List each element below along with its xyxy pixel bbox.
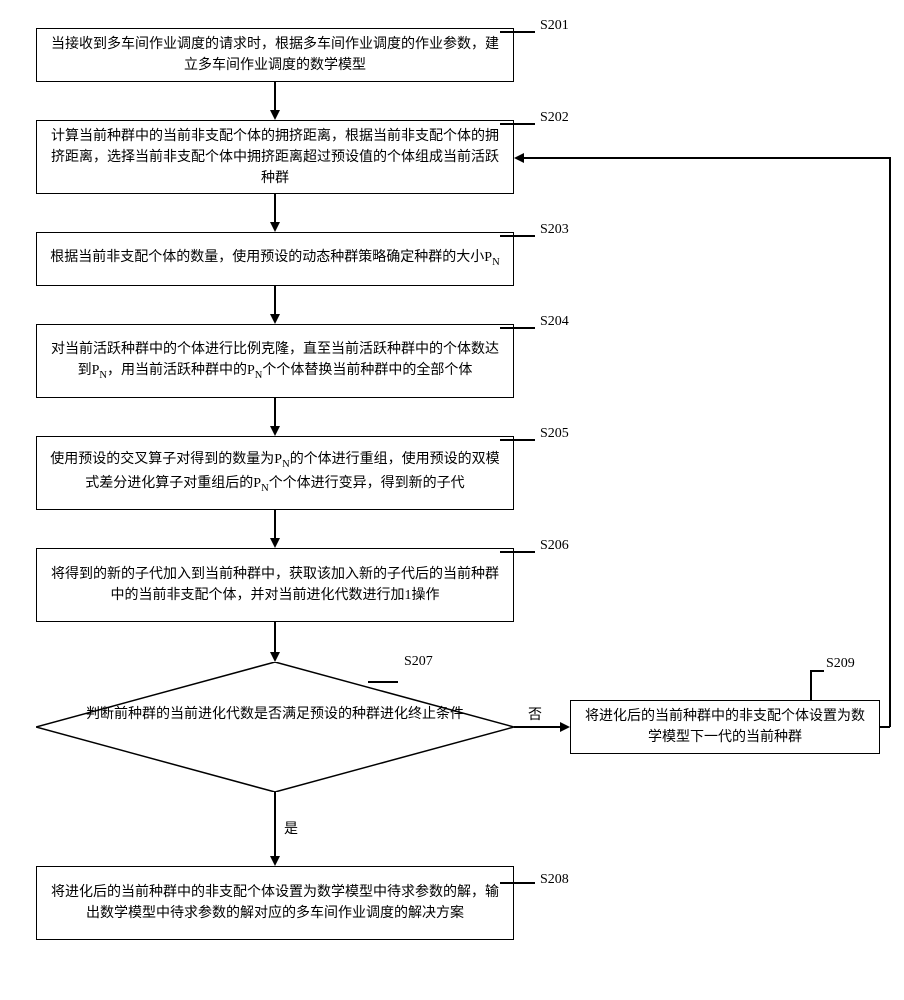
- node-text: 计算当前种群中的当前非支配个体的拥挤距离，根据当前非支配个体的拥挤距离，选择当前…: [47, 126, 503, 189]
- leader-s203: [500, 235, 535, 237]
- arrowhead-s204-s205: [270, 426, 280, 436]
- diamond-text: 判断前种群的当前进化代数是否满足预设的种群进化终止条件: [36, 704, 514, 725]
- no-label: 否: [528, 704, 542, 724]
- arrow-s203-s204: [274, 286, 276, 314]
- step-label-s209: S209: [826, 656, 855, 672]
- decision-diamond-s207: 判断前种群的当前进化代数是否满足预设的种群进化终止条件: [36, 662, 514, 792]
- arrowhead-s205-s206: [270, 538, 280, 548]
- step-label-s203: S203: [540, 222, 569, 238]
- process-box-s209: 将进化后的当前种群中的非支配个体设置为数学模型下一代的当前种群: [570, 700, 880, 754]
- step-label-s201: S201: [540, 18, 569, 34]
- step-label-s208: S208: [540, 872, 569, 888]
- arrow-s207-yes: [274, 792, 276, 856]
- arrowhead-s202-s203: [270, 222, 280, 232]
- step-label-s204: S204: [540, 314, 569, 330]
- node-text: 使用预设的交叉算子对得到的数量为PN的个体进行重组，使用预设的双模式差分进化算子…: [47, 449, 503, 496]
- node-text: 将得到的新的子代加入到当前种群中，获取该加入新的子代后的当前种群中的当前非支配个…: [47, 564, 503, 606]
- process-box-s203: 根据当前非支配个体的数量，使用预设的动态种群策略确定种群的大小PN: [36, 232, 514, 286]
- process-box-s208: 将进化后的当前种群中的非支配个体设置为数学模型中待求参数的解，输出数学模型中待求…: [36, 866, 514, 940]
- arrow-s206-s207: [274, 622, 276, 652]
- process-box-s206: 将得到的新的子代加入到当前种群中，获取该加入新的子代后的当前种群中的当前非支配个…: [36, 548, 514, 622]
- leader-s206: [500, 551, 535, 553]
- leader-s202: [500, 123, 535, 125]
- leader-s208: [500, 882, 535, 884]
- arrow-feedback-h2: [524, 157, 890, 159]
- arrow-s207-no: [514, 726, 560, 728]
- process-box-s204: 对当前活跃种群中的个体进行比例克隆，直至当前活跃种群中的个体数达到PN，用当前活…: [36, 324, 514, 398]
- step-label-s206: S206: [540, 538, 569, 554]
- arrow-s205-s206: [274, 510, 276, 538]
- arrowhead-s207-yes: [270, 856, 280, 866]
- process-box-s202: 计算当前种群中的当前非支配个体的拥挤距离，根据当前非支配个体的拥挤距离，选择当前…: [36, 120, 514, 194]
- leader-s207: [368, 681, 398, 683]
- yes-label: 是: [284, 818, 298, 838]
- leader-s204: [500, 327, 535, 329]
- leader-s205: [500, 439, 535, 441]
- leader-s209c: [810, 670, 824, 672]
- node-text: 对当前活跃种群中的个体进行比例克隆，直至当前活跃种群中的个体数达到PN，用当前活…: [47, 339, 503, 384]
- step-label-s207: S207: [404, 654, 433, 670]
- arrow-s202-s203: [274, 194, 276, 222]
- arrow-s201-s202: [274, 82, 276, 110]
- step-label-s205: S205: [540, 426, 569, 442]
- node-text: 将进化后的当前种群中的非支配个体设置为数学模型下一代的当前种群: [581, 706, 869, 748]
- arrowhead-s203-s204: [270, 314, 280, 324]
- leader-s201: [500, 31, 535, 33]
- step-label-s202: S202: [540, 110, 569, 126]
- arrow-s204-s205: [274, 398, 276, 426]
- arrowhead-s206-s207: [270, 652, 280, 662]
- process-box-s201: 当接收到多车间作业调度的请求时，根据多车间作业调度的作业参数，建立多车间作业调度…: [36, 28, 514, 82]
- process-box-s205: 使用预设的交叉算子对得到的数量为PN的个体进行重组，使用预设的双模式差分进化算子…: [36, 436, 514, 510]
- arrowhead-s201-s202: [270, 110, 280, 120]
- leader-s209b: [810, 670, 812, 700]
- arrowhead-feedback: [514, 153, 524, 163]
- node-text: 当接收到多车间作业调度的请求时，根据多车间作业调度的作业参数，建立多车间作业调度…: [47, 34, 503, 76]
- node-text: 根据当前非支配个体的数量，使用预设的动态种群策略确定种群的大小PN: [50, 247, 499, 271]
- node-text: 将进化后的当前种群中的非支配个体设置为数学模型中待求参数的解，输出数学模型中待求…: [47, 882, 503, 924]
- arrow-feedback-v: [889, 157, 891, 727]
- arrowhead-s207-no: [560, 722, 570, 732]
